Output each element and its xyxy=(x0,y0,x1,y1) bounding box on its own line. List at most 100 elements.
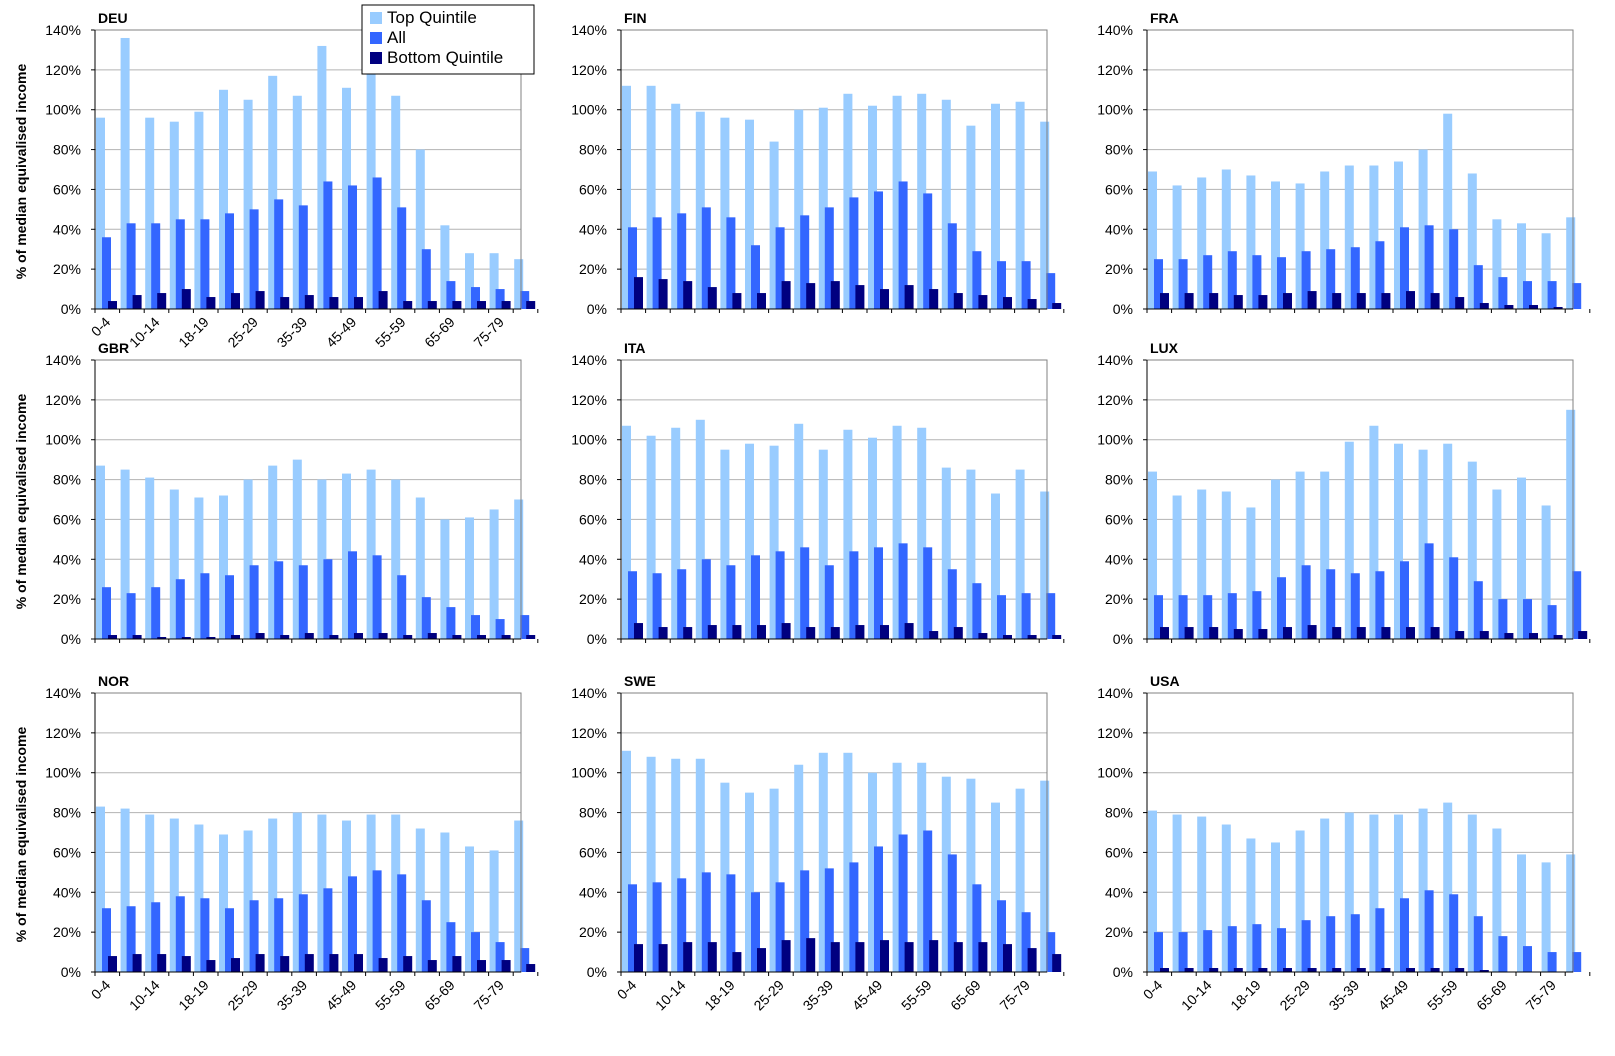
y-tick-label: 60% xyxy=(1105,181,1133,197)
bar-bottom-quintile xyxy=(329,954,338,972)
bar-all xyxy=(1449,557,1458,639)
legend-swatch xyxy=(370,32,382,44)
bar-bottom-quintile xyxy=(1003,944,1012,972)
bar-bottom-quintile xyxy=(1308,625,1317,639)
bar-all xyxy=(151,587,160,639)
bar-bottom-quintile xyxy=(256,291,265,309)
bar-bottom-quintile xyxy=(1003,635,1012,639)
x-tick-label: 75-79 xyxy=(1522,977,1559,1014)
bar-bottom-quintile xyxy=(477,960,486,972)
bar-all xyxy=(102,587,111,639)
bar-all xyxy=(1351,914,1360,972)
y-tick-label: 140% xyxy=(571,22,607,38)
panel-fra: 0%20%40%60%80%100%120%140%FRA xyxy=(1097,10,1590,317)
bar-bottom-quintile xyxy=(806,938,815,972)
bar-bottom-quintile xyxy=(732,625,741,639)
x-tick-label: 35-39 xyxy=(274,314,311,351)
y-tick-label: 40% xyxy=(1105,551,1133,567)
bar-all xyxy=(1523,946,1532,972)
bar-all xyxy=(397,575,406,639)
bar-all xyxy=(1425,890,1434,972)
bar-bottom-quintile xyxy=(708,625,717,639)
bar-all xyxy=(348,185,357,309)
bar-bottom-quintile xyxy=(634,277,643,309)
x-tick-label: 0-4 xyxy=(614,977,640,1003)
bar-bottom-quintile xyxy=(1258,295,1267,309)
y-tick-label: 20% xyxy=(579,261,607,277)
x-tick-label: 65-69 xyxy=(421,314,458,351)
legend-entry-label: Bottom Quintile xyxy=(387,48,503,67)
bar-bottom-quintile xyxy=(1480,303,1489,309)
bar-bottom-quintile xyxy=(1431,293,1440,309)
bar-bottom-quintile xyxy=(683,627,692,639)
bar-all xyxy=(446,607,455,639)
bar-all xyxy=(923,547,932,639)
bar-all xyxy=(250,565,259,639)
bar-bottom-quintile xyxy=(1406,291,1415,309)
bar-bottom-quintile xyxy=(831,942,840,972)
x-tick-label: 55-59 xyxy=(372,977,409,1014)
bar-bottom-quintile xyxy=(806,283,815,309)
bar-bottom-quintile xyxy=(1234,968,1243,972)
bar-all xyxy=(1548,605,1557,639)
bar-all xyxy=(1326,916,1335,972)
panel-title: DEU xyxy=(98,10,128,26)
bar-all xyxy=(1548,952,1557,972)
bar-all xyxy=(225,575,234,639)
x-tick-label: 25-29 xyxy=(750,977,787,1014)
bar-bottom-quintile xyxy=(806,627,815,639)
y-tick-label: 20% xyxy=(579,924,607,940)
bar-bottom-quintile xyxy=(1381,293,1390,309)
bar-bottom-quintile xyxy=(526,301,535,309)
panel-usa: 0%20%40%60%80%100%120%140%0-4 10-14 18-19 2… xyxy=(1097,673,1590,1013)
x-tick-label: 0-4 xyxy=(88,314,114,340)
x-tick-label: 25-29 xyxy=(224,977,261,1014)
x-tick-label: 10-14 xyxy=(1178,977,1215,1014)
panel-title: FIN xyxy=(624,10,647,26)
bar-bottom-quintile xyxy=(1357,293,1366,309)
bar-bottom-quintile xyxy=(379,958,388,972)
y-tick-label: 100% xyxy=(1097,102,1133,118)
x-tick-label: 55-59 xyxy=(1424,977,1461,1014)
bar-bottom-quintile xyxy=(978,633,987,639)
bar-bottom-quintile xyxy=(206,297,215,309)
bar-bottom-quintile xyxy=(1209,293,1218,309)
bar-bottom-quintile xyxy=(954,942,963,972)
y-tick-label: 140% xyxy=(1097,685,1133,701)
panel-title: NOR xyxy=(98,673,129,689)
bar-bottom-quintile xyxy=(1480,631,1489,639)
bar-all xyxy=(274,199,283,309)
bar-bottom-quintile xyxy=(708,942,717,972)
x-tick-label: 45-49 xyxy=(323,314,360,351)
y-tick-label: 100% xyxy=(45,432,81,448)
bar-all xyxy=(422,249,431,309)
x-tick-label: 75-79 xyxy=(470,314,507,351)
bar-all xyxy=(422,597,431,639)
bar-all xyxy=(1572,952,1581,972)
x-tick-label: 18-19 xyxy=(175,314,212,351)
bar-bottom-quintile xyxy=(305,954,314,972)
x-tick-label: 35-39 xyxy=(800,977,837,1014)
y-tick-label: 60% xyxy=(579,844,607,860)
bar-bottom-quintile xyxy=(133,295,142,309)
bar-all xyxy=(800,547,809,639)
bar-bottom-quintile xyxy=(256,633,265,639)
bar-all xyxy=(1046,593,1055,639)
x-tick-label: 75-79 xyxy=(996,977,1033,1014)
y-tick-label: 0% xyxy=(1113,964,1133,980)
bar-bottom-quintile xyxy=(831,281,840,309)
y-tick-label: 0% xyxy=(587,964,607,980)
panel-fin: 0%20%40%60%80%100%120%140%FIN xyxy=(571,10,1064,317)
y-tick-label: 40% xyxy=(579,884,607,900)
y-tick-label: 140% xyxy=(1097,22,1133,38)
x-tick-label: 75-79 xyxy=(470,977,507,1014)
bar-bottom-quintile xyxy=(452,956,461,972)
y-tick-label: 120% xyxy=(45,725,81,741)
bar-bottom-quintile xyxy=(978,295,987,309)
x-tick-label: 45-49 xyxy=(849,977,886,1014)
bar-bottom-quintile xyxy=(634,944,643,972)
y-tick-label: 80% xyxy=(579,472,607,488)
y-tick-label: 120% xyxy=(1097,392,1133,408)
y-tick-label: 20% xyxy=(1105,591,1133,607)
bar-bottom-quintile xyxy=(1185,293,1194,309)
